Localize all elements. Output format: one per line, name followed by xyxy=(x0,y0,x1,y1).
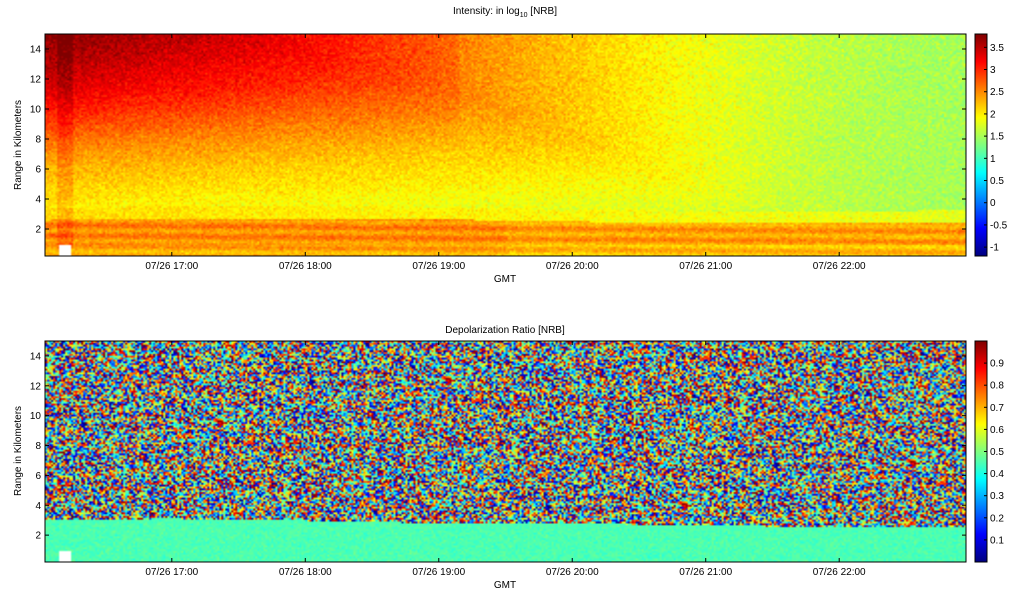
colorbar-tick-label: 0.2 xyxy=(990,513,1004,524)
y-tick-label: 14 xyxy=(30,351,42,362)
intensity-x-label: GMT xyxy=(494,274,516,285)
depolarization-heatmap xyxy=(45,341,966,562)
x-tick-label: 07/26 21:00 xyxy=(679,261,732,272)
x-tick-label: 07/26 18:00 xyxy=(279,261,332,272)
x-tick-label: 07/26 19:00 xyxy=(412,261,465,272)
intensity-title-end: [NRB] xyxy=(528,6,558,17)
x-tick-label: 07/26 19:00 xyxy=(412,567,465,578)
y-tick-label: 4 xyxy=(35,501,41,512)
colorbar-tick-label: 2 xyxy=(990,109,996,120)
depolarization-colorbar xyxy=(975,341,987,562)
x-tick-label: 07/26 22:00 xyxy=(813,567,866,578)
depolarization-panel: Depolarization Ratio [NRB] 2 4 6 8 10 12 14 07… xyxy=(13,325,1004,591)
x-tick-label: 07/26 20:00 xyxy=(546,567,599,578)
depolarization-x-axis: 07/26 17:00 07/26 18:00 07/26 19:00 07/26 2… xyxy=(145,341,866,578)
colorbar-tick-label: 0.9 xyxy=(990,359,1004,370)
y-tick-label: 12 xyxy=(30,381,42,392)
x-tick-label: 07/26 17:00 xyxy=(145,261,198,272)
colorbar-tick-label: 1.5 xyxy=(990,132,1004,143)
intensity-x-axis: 07/26 17:00 07/26 18:00 07/26 19:00 07/26 2… xyxy=(145,34,866,272)
y-tick-label: 12 xyxy=(30,75,42,86)
colorbar-tick-label: 0.1 xyxy=(990,535,1004,546)
y-tick-label: 2 xyxy=(35,225,41,236)
intensity-y-axis: 2 4 6 8 10 12 14 xyxy=(30,45,966,236)
intensity-colorbar xyxy=(975,34,987,256)
y-tick-label: 10 xyxy=(30,411,42,422)
intensity-title: Intensity: in log10 [NRB] xyxy=(453,6,557,19)
depolarization-y-axis: 2 4 6 8 10 12 14 xyxy=(30,351,966,542)
colorbar-tick-label: 0.5 xyxy=(990,447,1004,458)
intensity-heatmap xyxy=(45,34,966,256)
x-tick-label: 07/26 18:00 xyxy=(279,567,332,578)
x-tick-label: 07/26 17:00 xyxy=(145,567,198,578)
y-tick-label: 10 xyxy=(30,105,42,116)
colorbar-tick-label: 0.6 xyxy=(990,425,1004,436)
y-tick-label: 2 xyxy=(35,531,41,542)
intensity-title-subscript: 10 xyxy=(520,12,528,19)
depolarization-plot-frame xyxy=(44,340,967,563)
intensity-plot-frame xyxy=(44,33,967,257)
x-tick-label: 07/26 20:00 xyxy=(546,261,599,272)
y-tick-label: 8 xyxy=(35,135,41,146)
colorbar-tick-label: 1 xyxy=(990,154,996,165)
y-tick-label: 14 xyxy=(30,45,42,56)
depolarization-colorbar-ticks: 0.9 0.8 0.7 0.6 0.5 0.4 0.3 0.2 0.1 xyxy=(984,359,1004,546)
colorbar-tick-label: 0.3 xyxy=(990,491,1004,502)
intensity-colorbar-frame xyxy=(974,33,988,257)
colorbar-tick-label: 3.5 xyxy=(990,43,1004,54)
intensity-title-main: Intensity: in log xyxy=(453,6,520,17)
colorbar-tick-label: 0 xyxy=(990,198,996,209)
y-tick-label: 4 xyxy=(35,195,41,206)
intensity-colorbar-ticks: 3.5 3 2.5 2 1.5 1 0.5 0 -0.5 -1 xyxy=(984,43,1008,254)
colorbar-tick-label: 0.8 xyxy=(990,381,1004,392)
colorbar-tick-label: 2.5 xyxy=(990,87,1004,98)
colorbar-tick-label: -0.5 xyxy=(990,220,1008,231)
depolarization-title: Depolarization Ratio [NRB] xyxy=(445,325,565,336)
depolarization-y-label: Range in Kilometers xyxy=(13,406,24,496)
y-tick-label: 8 xyxy=(35,441,41,452)
colorbar-tick-label: -1 xyxy=(990,243,999,254)
y-tick-label: 6 xyxy=(35,471,41,482)
x-tick-label: 07/26 22:00 xyxy=(813,261,866,272)
intensity-y-label: Range in Kilometers xyxy=(13,100,24,190)
colorbar-tick-label: 0.4 xyxy=(990,469,1004,480)
colorbar-tick-label: 0.7 xyxy=(990,403,1004,414)
x-tick-label: 07/26 21:00 xyxy=(679,567,732,578)
depolarization-x-label: GMT xyxy=(494,580,516,591)
colorbar-tick-label: 0.5 xyxy=(990,176,1004,187)
y-tick-label: 6 xyxy=(35,165,41,176)
colorbar-tick-label: 3 xyxy=(990,65,996,76)
